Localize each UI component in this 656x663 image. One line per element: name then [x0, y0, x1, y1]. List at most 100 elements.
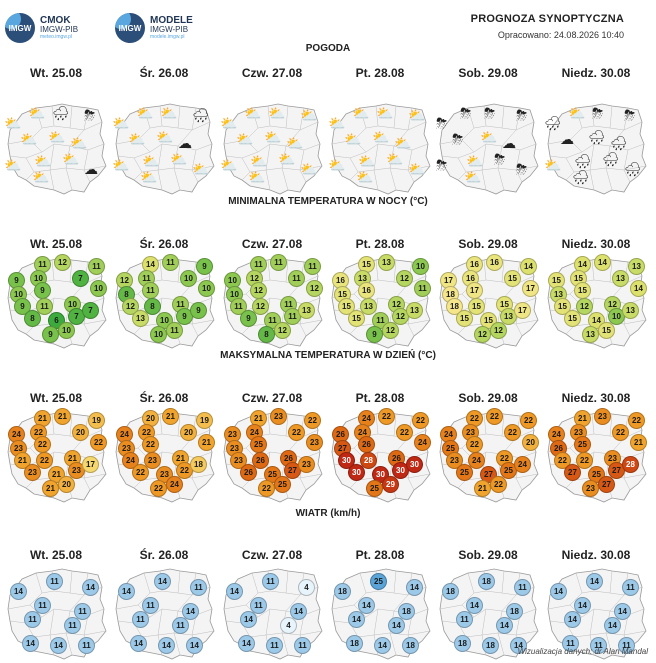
tmax-temperature-marker: 25	[456, 464, 473, 481]
tmax-temperature-marker: 22	[132, 464, 149, 481]
tmin-temperature-marker: 11	[142, 282, 159, 299]
tmax-temperature-marker: 22	[520, 412, 537, 429]
day-label: Pt. 28.08	[355, 391, 405, 405]
day-label: Czw. 27.08	[241, 548, 303, 562]
partly-cloudy-icon: ⛅	[48, 129, 66, 145]
wind-speed-marker: 11	[34, 597, 51, 614]
day-label: Śr. 26.08	[139, 548, 189, 562]
tmin-temperature-marker: 10	[412, 258, 429, 275]
tmin-temperature-marker: 13	[298, 302, 315, 319]
wind-speed-marker: 14	[290, 603, 307, 620]
partly-cloudy-icon: ⛅	[170, 151, 188, 167]
wind-speed-marker: 11	[172, 617, 189, 634]
tmax-temperature-marker: 22	[90, 434, 107, 451]
section-title-tmax: MAKSYMALNA TEMPERATURA W DZIEŃ (°C)	[220, 350, 436, 361]
partly-cloudy-icon: ⛅	[352, 105, 370, 121]
day-label: Czw. 27.08	[241, 66, 303, 80]
tmin-temperature-marker: 7	[72, 270, 89, 287]
wind-speed-marker: 11	[64, 617, 81, 634]
poland-map-outline	[223, 103, 323, 195]
imgw-logo-icon: IMGW	[5, 13, 35, 43]
tmin-temperature-marker: 13	[582, 326, 599, 343]
tmax-temperature-marker: 24	[166, 476, 183, 493]
tmax-temperature-marker: 19	[88, 412, 105, 429]
wind-map-4: 18 18 11 14 18 11 14 18 18 14	[436, 565, 540, 663]
tmax-temperature-marker: 17	[82, 456, 99, 473]
cloud-rain-icon: 🌧	[624, 161, 642, 177]
partly-cloudy-icon: ⛅	[70, 135, 88, 151]
tmin-map-1: 14 11 9 12 11 10 8 11 10 12 8 11 13 10 9 9 11 10	[112, 254, 216, 352]
wind-speed-marker: 14	[586, 573, 603, 590]
partly-cloudy-icon: ⛅	[394, 135, 412, 151]
tmax-temperature-marker: 22	[466, 436, 483, 453]
tmin-temperature-marker: 15	[564, 310, 581, 327]
partly-cloudy-icon: ⛅	[4, 157, 22, 173]
tmax-temperature-marker: 24	[414, 434, 431, 451]
tmin-temperature-marker: 14	[520, 258, 537, 275]
poland-map-outline	[439, 103, 539, 195]
tmin-temperature-marker: 8	[24, 310, 41, 327]
partly-cloudy-icon: ⛅	[112, 157, 130, 173]
tmax-temperature-marker: 20	[142, 410, 159, 427]
day-label: Pt. 28.08	[355, 237, 405, 251]
partly-cloudy-icon: ⛅	[264, 129, 282, 145]
tmin-map-4: 16 16 14 17 16 15 18 17 17 18 15 15 15 15 13 17 12 12	[436, 254, 540, 352]
partly-cloudy-icon: ⛅	[544, 157, 562, 173]
partly-cloudy-icon: ⛅	[142, 153, 160, 169]
tmin-temperature-marker: 11	[250, 256, 267, 273]
partly-cloudy-icon: ⛅	[372, 129, 390, 145]
tmin-temperature-marker: 10	[90, 280, 107, 297]
modele-title: MODELE	[150, 14, 193, 26]
tmax-temperature-marker: 27	[564, 464, 581, 481]
tmax-map-1: 20 21 19 24 22 20 23 22 21 24 23 21 22 23 22 18 24 22	[112, 408, 216, 506]
modele-url[interactable]: modele.imgw.pl	[150, 33, 185, 40]
wind-speed-marker: 14	[186, 637, 203, 654]
day-label: Czw. 27.08	[241, 237, 303, 251]
tmin-temperature-marker: 10	[180, 270, 197, 287]
partly-cloudy-icon: ⛅	[220, 157, 238, 173]
tmax-temperature-marker: 30	[406, 456, 423, 473]
partly-cloudy-icon: ⛅	[300, 161, 318, 177]
cmok-logo[interactable]: IMGW CMOK IMGW-PIB meteo.imgw.pl	[5, 13, 78, 43]
tmax-map-0: 21 21 19 24 22 20 23 22 22 21 22 21 23 21 23 17 20 21	[4, 408, 108, 506]
tmin-map-0: 11 12 11 9 10 7 10 9 10 9 11 10 8 6 7 7 10 9	[4, 254, 108, 352]
tmax-map-5: 21 23 22 24 23 22 26 25 21 22 22 23 27 25 27 28 27 23	[544, 408, 648, 506]
tmin-temperature-marker: 12	[250, 282, 267, 299]
weather-map-2: ⛅ ⛅ ⛅ ⛅ ⛅ ⛅ ⛅ ⛅ ⛅ ⛅ ⛅ ⛅	[220, 100, 324, 198]
wind-speed-marker: 11	[266, 637, 283, 654]
tmin-temperature-marker: 16	[358, 282, 375, 299]
cloud-rain-icon: 🌧	[574, 153, 592, 169]
tmin-temperature-marker: 12	[396, 270, 413, 287]
tmin-temperature-marker: 10	[198, 280, 215, 297]
day-label: Niedz. 30.08	[561, 548, 631, 562]
cmok-url[interactable]: meteo.imgw.pl	[40, 33, 72, 40]
wind-speed-marker: 11	[78, 637, 95, 654]
wind-speed-marker: 14	[564, 611, 581, 628]
storm-icon: ⛈	[516, 161, 528, 177]
wind-speed-marker: 11	[74, 603, 91, 620]
weather-map-3: ⛅ ⛅ ⛅ ⛅ ⛅ ⛅ ⛅ ⛅ ⛅ ⛅ ⛅ ⛅	[328, 100, 432, 198]
wind-speed-marker: 11	[622, 579, 639, 596]
partly-cloudy-icon: ⛅	[220, 115, 238, 131]
storm-icon: ⛈	[460, 105, 472, 121]
wind-map-2: 14 11 4 11 14 14 4 14 11 11	[220, 565, 324, 663]
tmax-temperature-marker: 20	[180, 424, 197, 441]
tmax-temperature-marker: 24	[548, 426, 565, 443]
partly-cloudy-icon: ⛅	[250, 153, 268, 169]
tmin-temperature-marker: 13	[360, 298, 377, 315]
tmax-map-3: 24 22 22 26 24 22 27 26 24 30 28 26 30 30 30 30 29 25	[328, 408, 432, 506]
wind-speed-marker: 14	[182, 603, 199, 620]
partly-cloudy-icon: ⛅	[286, 135, 304, 151]
partly-cloudy-icon: ⛅	[244, 105, 262, 121]
tmin-temperature-marker: 9	[190, 302, 207, 319]
wind-speed-marker: 14	[240, 611, 257, 628]
modele-logo[interactable]: IMGW MODELE IMGW-PIB modele.imgw.pl	[115, 13, 193, 43]
tmin-temperature-marker: 12	[274, 322, 291, 339]
partly-cloudy-icon: ⛅	[328, 157, 346, 173]
day-label: Sob. 29.08	[458, 66, 518, 80]
partly-cloudy-icon: ⛅	[128, 131, 146, 147]
partly-cloudy-icon: ⛅	[20, 131, 38, 147]
tmax-temperature-marker: 27	[608, 462, 625, 479]
partly-cloudy-icon: ⛅	[328, 115, 346, 131]
tmin-temperature-marker: 11	[88, 258, 105, 275]
